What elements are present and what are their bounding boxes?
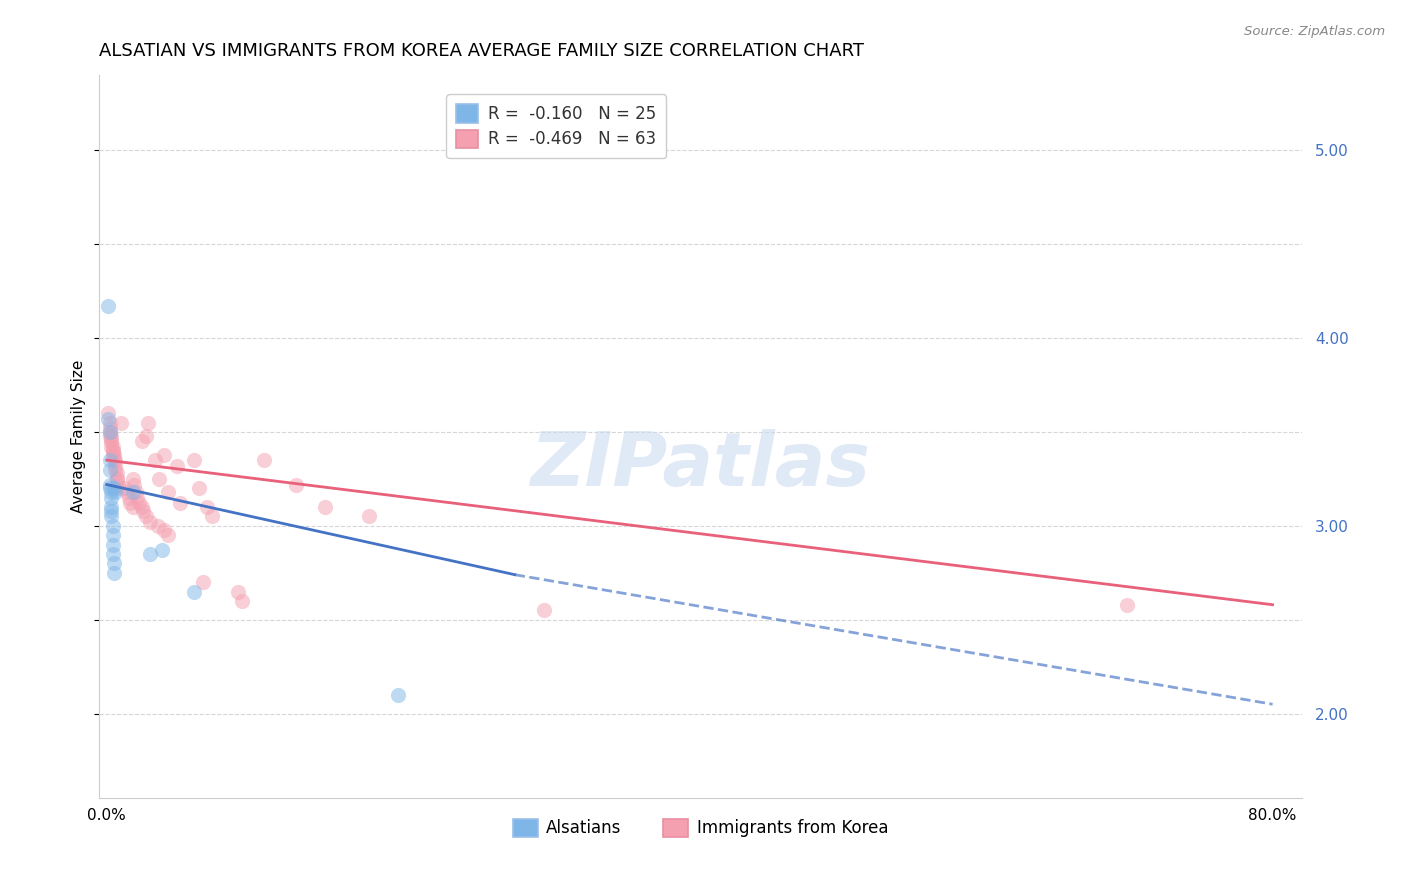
Point	[105, 472, 128, 486]
Point	[103, 557, 125, 571]
Point	[100, 428, 122, 442]
Point	[103, 453, 125, 467]
Point	[100, 440, 122, 454]
Point	[146, 519, 169, 533]
Point	[101, 538, 124, 552]
Text: ZIPatlas: ZIPatlas	[530, 429, 870, 502]
Point	[97, 406, 120, 420]
Point	[152, 448, 174, 462]
Point	[107, 477, 129, 491]
Point	[100, 504, 122, 518]
Point	[191, 575, 214, 590]
Point	[226, 584, 249, 599]
Point	[103, 481, 125, 495]
Point	[131, 500, 153, 514]
Point	[387, 688, 409, 702]
Point	[122, 485, 145, 500]
Point	[122, 472, 145, 486]
Point	[195, 500, 218, 514]
Point	[285, 477, 308, 491]
Point	[533, 603, 555, 617]
Point	[139, 547, 162, 561]
Point	[98, 425, 121, 439]
Point	[152, 523, 174, 537]
Point	[101, 443, 124, 458]
Text: Source: ZipAtlas.com: Source: ZipAtlas.com	[1244, 25, 1385, 38]
Point	[118, 496, 141, 510]
Point	[117, 491, 139, 505]
Point	[135, 428, 157, 442]
Point	[124, 477, 146, 491]
Point	[100, 491, 122, 505]
Point	[187, 481, 209, 495]
Point	[103, 566, 125, 580]
Point	[122, 500, 145, 514]
Point	[127, 491, 149, 505]
Point	[104, 453, 127, 467]
Point	[110, 416, 132, 430]
Point	[156, 528, 179, 542]
Point	[100, 434, 122, 449]
Point	[139, 515, 162, 529]
Point	[101, 440, 124, 454]
Point	[107, 481, 129, 495]
Point	[98, 421, 121, 435]
Y-axis label: Average Family Size: Average Family Size	[72, 360, 86, 514]
Point	[97, 412, 120, 426]
Point	[135, 509, 157, 524]
Point	[169, 496, 191, 510]
Point	[101, 519, 124, 533]
Point	[100, 509, 122, 524]
Point	[98, 416, 121, 430]
Point	[143, 453, 166, 467]
Point	[104, 462, 127, 476]
Text: ALSATIAN VS IMMIGRANTS FROM KOREA AVERAGE FAMILY SIZE CORRELATION CHART: ALSATIAN VS IMMIGRANTS FROM KOREA AVERAG…	[100, 42, 865, 60]
Point	[314, 500, 336, 514]
Point	[105, 467, 128, 481]
Point	[98, 428, 121, 442]
Point	[166, 458, 188, 473]
Point	[101, 448, 124, 462]
Point	[253, 453, 276, 467]
Point	[1115, 598, 1137, 612]
Point	[104, 458, 127, 473]
Point	[101, 547, 124, 561]
Legend: Alsatians, Immigrants from Korea: Alsatians, Immigrants from Korea	[506, 812, 894, 844]
Point	[231, 594, 253, 608]
Point	[98, 425, 121, 439]
Point	[100, 500, 122, 514]
Point	[150, 543, 173, 558]
Point	[104, 485, 127, 500]
Point	[97, 299, 120, 313]
Point	[101, 443, 124, 458]
Point	[183, 584, 205, 599]
Point	[112, 481, 135, 495]
Point	[103, 448, 125, 462]
Point	[132, 504, 155, 518]
Point	[128, 496, 150, 510]
Point	[136, 416, 159, 430]
Point	[357, 509, 380, 524]
Point	[101, 528, 124, 542]
Point	[148, 472, 170, 486]
Point	[98, 453, 121, 467]
Point	[100, 434, 122, 449]
Point	[100, 485, 122, 500]
Point	[98, 462, 121, 476]
Point	[105, 472, 128, 486]
Point	[98, 477, 121, 491]
Point	[98, 481, 121, 495]
Point	[156, 485, 179, 500]
Point	[115, 485, 138, 500]
Point	[183, 453, 205, 467]
Point	[201, 509, 224, 524]
Point	[131, 434, 153, 449]
Point	[125, 485, 148, 500]
